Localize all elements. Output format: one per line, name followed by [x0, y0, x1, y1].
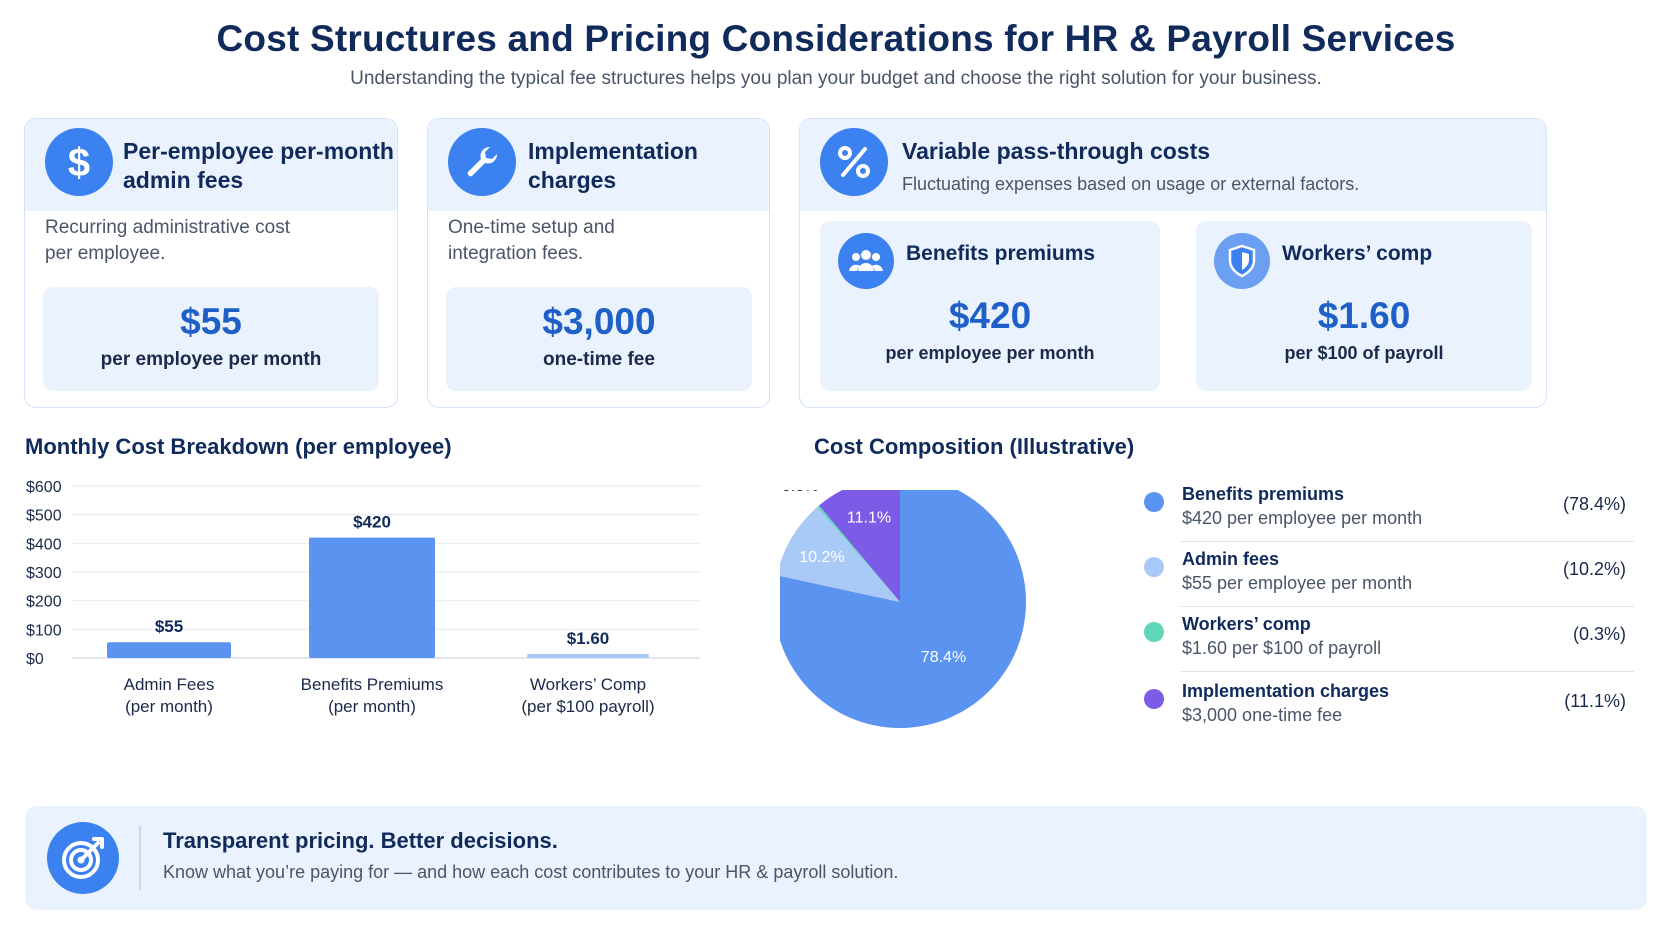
bar [309, 537, 435, 658]
x-tick-label: Admin Fees [124, 675, 215, 694]
y-tick-label: $600 [26, 479, 62, 496]
footer-divider [139, 826, 141, 890]
legend-divider [1180, 541, 1634, 542]
y-tick-label: $0 [26, 651, 44, 668]
svg-text:$: $ [68, 141, 90, 184]
x-tick-label: (per month) [328, 697, 416, 716]
x-tick-label: Benefits Premiums [301, 675, 444, 694]
dollar-icon: $ [45, 128, 113, 196]
admin-fee-unit: per employee per month [100, 349, 322, 370]
shield-icon [1214, 233, 1270, 289]
page-subtitle: Understanding the typical fee structures… [350, 68, 1322, 89]
legend-item: Benefits premiums $420 per employee per m… [1140, 478, 1634, 542]
bar-chart: $0 $100 $200 $300 $400 $500 $600 $55 Admin Fees (… [26, 479, 700, 716]
implementation-value: $3,000 [542, 301, 656, 342]
pie-slice [780, 506, 900, 602]
value-box: $55 per employee per month [43, 287, 379, 391]
pie-data-label: 11.1% [847, 510, 891, 527]
legend-percent: (0.3%) [1572, 624, 1626, 644]
legend-swatch [1144, 689, 1164, 709]
benefits-premiums-subcard: Benefits premiums $420 per employee per … [820, 221, 1160, 391]
value-box: $3,000 one-time fee [446, 287, 752, 391]
card-header [800, 119, 1546, 211]
legend-divider [1180, 671, 1634, 672]
legend-name: Admin fees [1182, 549, 1280, 569]
card-title: Per-employee per-month admin fees [123, 138, 394, 193]
bar [527, 654, 649, 658]
bar-data-label: $55 [155, 617, 183, 636]
legend-swatch [1144, 557, 1164, 577]
pie-data-label: 10.2% [799, 549, 844, 566]
pie-slice [819, 490, 900, 602]
x-tick-label: Workers’ Comp [530, 675, 646, 694]
variable-costs-card: Variable pass-through costs Fluctuating … [799, 118, 1547, 408]
subcard-title: Workers’ comp [1282, 242, 1433, 265]
implementation-unit: one-time fee [543, 349, 655, 370]
pie-chart-title: Cost Composition (Illustrative) [814, 434, 1135, 459]
admin-fee-value: $55 [180, 301, 242, 342]
subcard-title: Benefits premiums [906, 242, 1096, 265]
percent-icon [820, 128, 888, 196]
y-tick-label: $100 [26, 622, 62, 639]
bar-data-label: $420 [353, 513, 391, 532]
y-tick-label: $500 [26, 508, 62, 525]
legend-description: $420 per employee per month [1182, 508, 1423, 528]
pie-slice [780, 490, 1026, 728]
implementation-card: Implementation charges One-time setup an… [427, 118, 770, 408]
legend-item: Workers’ comp $1.60 per $100 of payroll (0… [1140, 608, 1634, 672]
admin-fees-card: $ Per-employee per-month admin fees Recu… [24, 118, 398, 408]
pie-data-label: 0.3% [782, 490, 818, 495]
footer-title: Transparent pricing. Better decisions. [163, 828, 558, 853]
pie-data-label: 78.4% [921, 649, 966, 666]
legend-name: Workers’ comp [1182, 614, 1311, 634]
y-tick-label: $300 [26, 565, 62, 582]
legend-percent: (10.2%) [1562, 559, 1626, 579]
bar-data-label: $1.60 [567, 629, 610, 648]
workers-comp-unit: per $100 of payroll [1284, 343, 1444, 363]
target-icon [47, 822, 119, 894]
legend-name: Implementation charges [1182, 681, 1390, 701]
card-title: Variable pass-through costs [902, 138, 1211, 164]
footer-banner: Transparent pricing. Better decisions. K… [25, 806, 1647, 910]
bar-chart-title: Monthly Cost Breakdown (per employee) [25, 434, 452, 459]
legend-name: Benefits premiums [1182, 484, 1345, 504]
legend-swatch [1144, 492, 1164, 512]
benefits-unit: per employee per month [885, 343, 1095, 363]
legend-description: $1.60 per $100 of payroll [1182, 638, 1382, 658]
benefits-value: $420 [948, 295, 1032, 336]
pie-slice [817, 505, 900, 602]
x-tick-label: (per month) [125, 697, 213, 716]
legend-description: $3,000 one-time fee [1182, 705, 1343, 725]
pie-chart: 78.4%10.2%0.3%11.1%11.1% [780, 490, 1026, 728]
y-tick-label: $200 [26, 594, 62, 611]
legend-divider [1180, 606, 1634, 607]
legend-percent: (11.1%) [1564, 691, 1626, 711]
page-title: Cost Structures and Pricing Consideratio… [216, 18, 1456, 59]
card-title: Implementation charges [528, 138, 698, 193]
legend-description: $55 per employee per month [1182, 573, 1413, 593]
card-description: Recurring administrative cost per employ… [45, 217, 290, 264]
legend-item: Implementation charges $3,000 one-time fe… [1140, 675, 1634, 739]
people-icon [838, 233, 894, 289]
wrench-icon [448, 128, 516, 196]
legend-percent: (78.4%) [1562, 494, 1626, 514]
card-description: One-time setup and integration fees. [448, 217, 615, 264]
card-description: Fluctuating expenses based on usage or e… [902, 174, 1360, 194]
footer-description: Know what you’re paying for — and how ea… [163, 862, 899, 882]
workers-comp-subcard: Workers’ comp $1.60 per $100 of payroll [1196, 221, 1532, 391]
y-tick-label: $400 [26, 536, 62, 553]
x-tick-label: (per $100 payroll) [521, 697, 654, 716]
legend-item: Admin fees $55 per employee per month (10.… [1140, 543, 1634, 607]
legend-swatch [1144, 622, 1164, 642]
bar [107, 642, 231, 658]
workers-comp-value: $1.60 [1317, 295, 1411, 336]
